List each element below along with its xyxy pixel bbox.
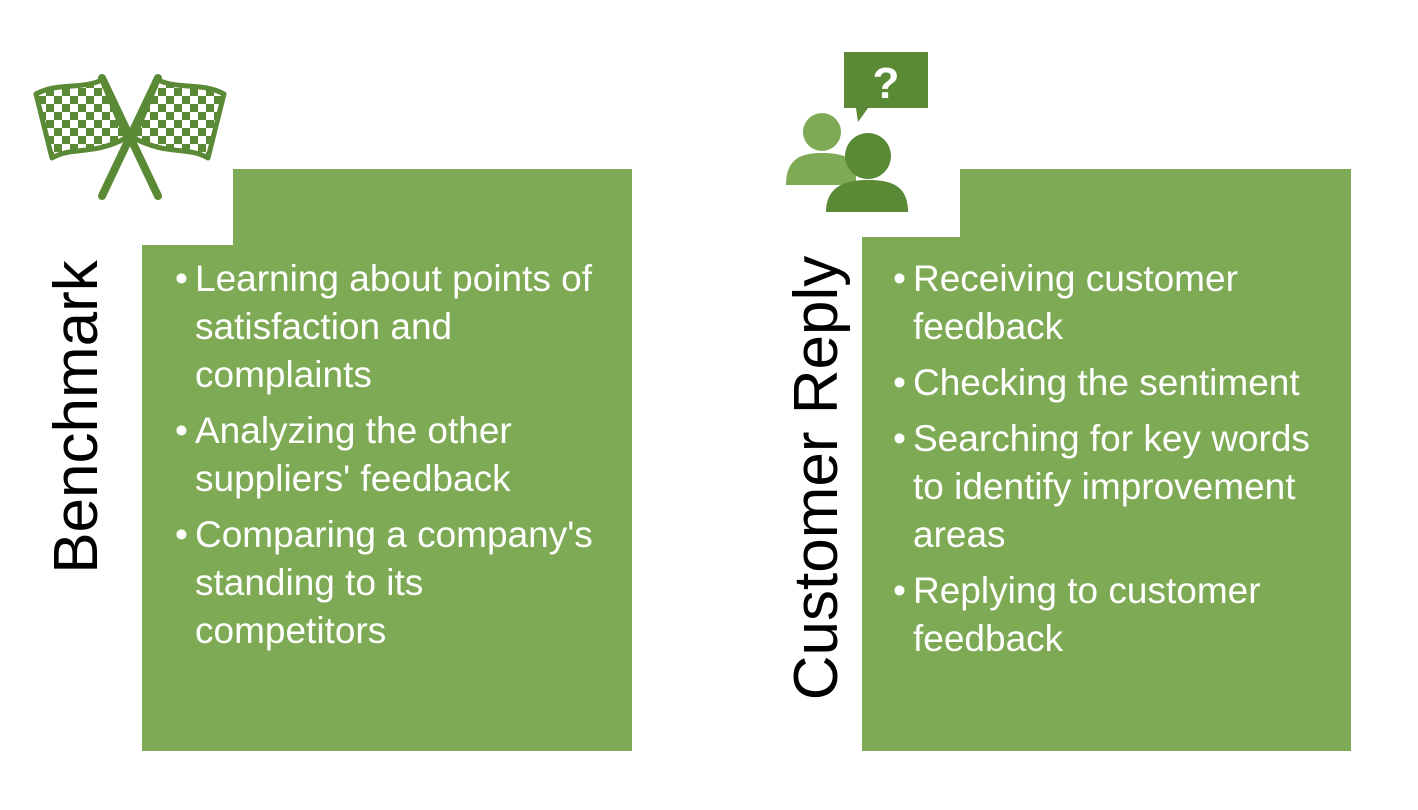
benchmark-bullet-list: Learning about points of satisfaction an…: [175, 255, 615, 663]
list-item: Comparing a company's standing to its co…: [175, 511, 615, 655]
list-item: Learning about points of satisfaction an…: [175, 255, 615, 399]
list-item: Analyzing the other suppliers' feedback: [175, 407, 615, 503]
benchmark-title: Benchmark: [42, 260, 111, 574]
checkered-flags-icon: [33, 74, 227, 200]
benchmark-card-tab: [233, 169, 632, 249]
